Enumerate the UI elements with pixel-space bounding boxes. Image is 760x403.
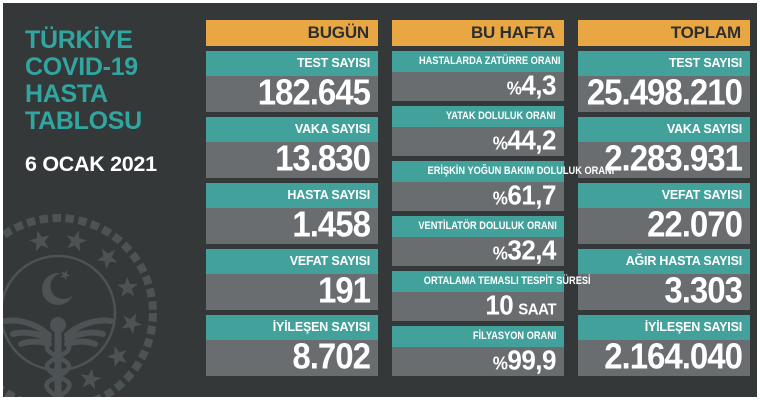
stat-box-total-agirhasta: AĞIR HASTA SAYISI 3.303 [578,249,750,310]
stat-value: %99,9 [392,345,564,376]
stat-label: HASTA SAYISI [206,183,378,208]
sidebar: TÜRKİYE COVID-19 HASTA TABLOSU 6 OCAK 20… [25,27,157,177]
stat-label-text: VEFAT SAYISI [661,188,742,202]
column-week: BU HAFTA HASTALARDA ZATÜRRE ORANI %4,3 Y… [392,20,614,381]
column-total: TOPLAM TEST SAYISI 25.498.210 VAKA SAYIS… [578,20,750,381]
title-line-4: TABLOSU [25,107,142,135]
stat-label: İYİLEŞEN SAYISI [206,315,378,340]
stat-box-total-test: TEST SAYISI 25.498.210 [578,51,750,112]
column-header-total: TOPLAM [578,20,750,46]
stat-label-text: VAKA SAYISI [666,122,742,136]
stat-value: %32,4 [392,235,564,266]
stat-label-text: FİLYASYON ORANI [472,330,556,342]
stat-value: 191 [317,269,371,310]
stat-label-text: ORTALAMA TEMASLI TESPİT SÜRESİ [423,275,591,287]
stat-label-text: TEST SAYISI [296,56,370,70]
stat-value: 182.645 [257,71,371,112]
stat-value: 22.070 [647,203,743,244]
percent-sign: % [492,353,508,374]
stat-value: %61,7 [392,180,564,211]
stat-label: VAKA SAYISI [206,117,378,142]
percent-sign: % [492,243,508,264]
stat-box-week-yogunbakim: ERİŞKİN YOĞUN BAKIM DOLULUK ORANI %61,7 [392,161,614,211]
percent-sign: % [506,78,522,99]
column-header-today: BUGÜN [206,20,378,46]
stat-label-text: YATAK DOLULUK ORANI [446,110,556,122]
stat-value-number: 32,4 [507,234,556,266]
stat-label: VEFAT SAYISI [206,249,378,274]
title-line-3: HASTA [25,80,108,108]
stat-value-number: 10 [485,289,514,321]
stat-value: 13.830 [275,137,371,178]
column-today: BUGÜN TEST SAYISI 182.645 VAKA SAYISI 13… [206,20,378,381]
stat-box-total-iyilesen: İYİLEŞEN SAYISI 2.164.040 [578,315,750,376]
stat-label: TEST SAYISI [206,51,378,76]
turkey-health-ministry-emblem-icon [3,214,157,397]
stat-label: TEST SAYISI [578,51,750,76]
stat-label-text: VEFAT SAYISI [289,254,370,268]
stat-label: YATAK DOLULUK ORANI [392,106,564,127]
stat-label-text: TEST SAYISI [668,56,742,70]
stat-label-text: VENTİLATÖR DOLULUK ORANI [418,220,557,232]
stat-value: 2.283.931 [604,137,743,178]
stats-columns: BUGÜN TEST SAYISI 182.645 VAKA SAYISI 13… [206,20,750,381]
stat-box-total-vaka: VAKA SAYISI 2.283.931 [578,117,750,178]
percent-sign: % [492,133,508,154]
stat-value-number: 99,9 [507,344,556,376]
stat-box-today-vefat: VEFAT SAYISI 191 [206,249,378,310]
stat-label: VENTİLATÖR DOLULUK ORANI [392,216,564,237]
title-line-1: TÜRKİYE [25,26,133,54]
stat-value: 8.702 [292,335,371,376]
stat-box-week-ventilator: VENTİLATÖR DOLULUK ORANI %32,4 [392,216,564,266]
stat-label: HASTALARDA ZATÜRRE ORANI [392,51,564,72]
stat-label-text: HASTA SAYISI [287,188,370,202]
stat-value: 3.303 [664,269,743,310]
stat-value: %44,2 [392,125,564,156]
stat-label: VAKA SAYISI [578,117,750,142]
stat-box-total-vefat: VEFAT SAYISI 22.070 [578,183,750,244]
infographic-panel: TÜRKİYE COVID-19 HASTA TABLOSU 6 OCAK 20… [3,3,757,397]
stat-label-text: VAKA SAYISI [294,122,370,136]
stat-label-text: HASTALARDA ZATÜRRE ORANI [418,55,561,67]
stat-box-today-vaka: VAKA SAYISI 13.830 [206,117,378,178]
stat-value-number: 4,3 [521,69,556,101]
stat-label: FİLYASYON ORANI [392,326,564,347]
stat-box-today-hasta: HASTA SAYISI 1.458 [206,183,378,244]
stat-label: ORTALAMA TEMASLI TESPİT SÜRESİ [392,271,591,292]
stat-box-today-test: TEST SAYISI 182.645 [206,51,378,112]
stat-box-week-zaturre: HASTALARDA ZATÜRRE ORANI %4,3 [392,51,564,101]
stat-value: 2.164.040 [604,335,743,376]
stat-box-week-yatak: YATAK DOLULUK ORANI %44,2 [392,106,564,156]
stat-value: 25.498.210 [586,71,743,112]
stat-box-today-iyilesen: İYİLEŞEN SAYISI 8.702 [206,315,378,376]
stat-label-text: AĞIR HASTA SAYISI [625,254,742,268]
stat-value: %4,3 [392,70,564,101]
report-date: 6 OCAK 2021 [25,152,157,176]
title-line-2: COVID-19 [25,53,138,81]
percent-sign: % [492,188,508,209]
stat-value-number: 61,7 [507,179,556,211]
stat-label-text: İYİLEŞEN SAYISI [644,320,742,334]
column-header-week: BU HAFTA [392,20,564,46]
stat-label: ERİŞKİN YOĞUN BAKIM DOLULUK ORANI [392,161,614,182]
stat-value-number: 44,2 [507,124,556,156]
stat-box-week-filyasyon: FİLYASYON ORANI %99,9 [392,326,564,376]
page-title: TÜRKİYE COVID-19 HASTA TABLOSU [25,27,157,135]
stat-box-week-temasli: ORTALAMA TEMASLI TESPİT SÜRESİ 10 SAAT [392,271,591,321]
stat-label: İYİLEŞEN SAYISI [578,315,750,340]
stat-label: AĞIR HASTA SAYISI [578,249,750,274]
stat-label-text: ERİŞKİN YOĞUN BAKIM DOLULUK ORANI [427,165,615,177]
stat-value: 1.458 [292,203,371,244]
stat-label-text: İYİLEŞEN SAYISI [272,320,370,334]
value-unit: SAAT [518,300,556,319]
stat-value: 10 SAAT [392,290,564,321]
stat-label: VEFAT SAYISI [578,183,750,208]
